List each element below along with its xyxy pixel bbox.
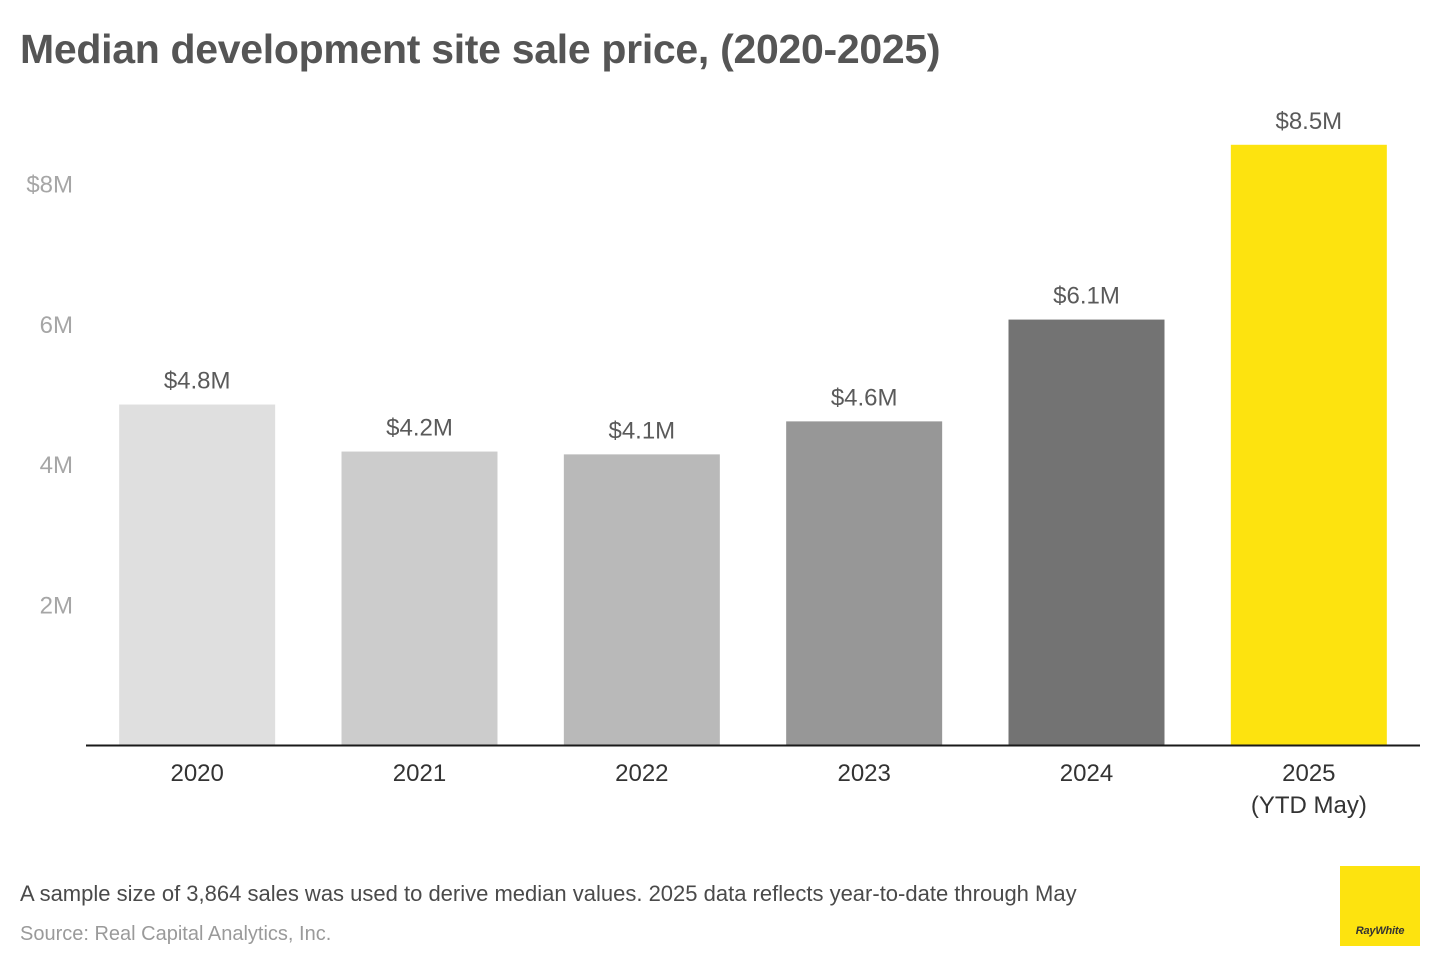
x-tick-label-line: (YTD May) xyxy=(1251,792,1367,819)
logo-text: RayWhite xyxy=(1355,925,1405,937)
y-tick-label: 6M xyxy=(40,312,73,339)
data-label: $4.2M xyxy=(386,415,453,442)
data-label: $4.6M xyxy=(831,384,898,411)
bar xyxy=(786,421,943,745)
source-note: Source: Real Capital Analytics, Inc. xyxy=(20,923,332,945)
x-tick-label-line: 2024 xyxy=(1060,760,1113,787)
x-tick-label: 2025 (YTD May) xyxy=(1251,760,1367,819)
x-tick-label: 2024 xyxy=(1060,760,1113,787)
bar xyxy=(1230,144,1387,746)
bar xyxy=(119,404,276,745)
data-label: $8.5M xyxy=(1275,108,1342,135)
x-tick-label-line: 2020 xyxy=(170,760,223,787)
y-tick-label: 2M xyxy=(40,593,73,620)
bar xyxy=(341,451,498,745)
chart-title: Median development site sale price, (202… xyxy=(20,26,941,72)
bar-chart: 2M 4M 6M $8M $4.8M 2020 $4.2M 2021 $4.1M 2022 $4.6… xyxy=(26,108,1420,819)
data-label: $4.1M xyxy=(608,417,675,444)
raywhite-logo: RayWhite xyxy=(1340,866,1420,946)
x-tick-label: 2020 xyxy=(170,760,223,787)
y-tick-label: 4M xyxy=(40,452,73,479)
x-tick-label-line: 2021 xyxy=(393,760,446,787)
x-tick-label: 2022 xyxy=(615,760,668,787)
x-tick-label: 2023 xyxy=(837,760,890,787)
footnote: A sample size of 3,864 sales was used to… xyxy=(20,881,1077,906)
data-label: $4.8M xyxy=(164,368,231,395)
y-tick-label: $8M xyxy=(26,171,73,198)
x-tick-label-line: 2025 xyxy=(1282,760,1335,787)
bar xyxy=(563,454,720,745)
x-tick-label: 2021 xyxy=(393,760,446,787)
x-tick-label-line: 2022 xyxy=(615,760,668,787)
data-label: $6.1M xyxy=(1053,283,1120,310)
bar xyxy=(1008,319,1165,745)
x-tick-label-line: 2023 xyxy=(837,760,890,787)
